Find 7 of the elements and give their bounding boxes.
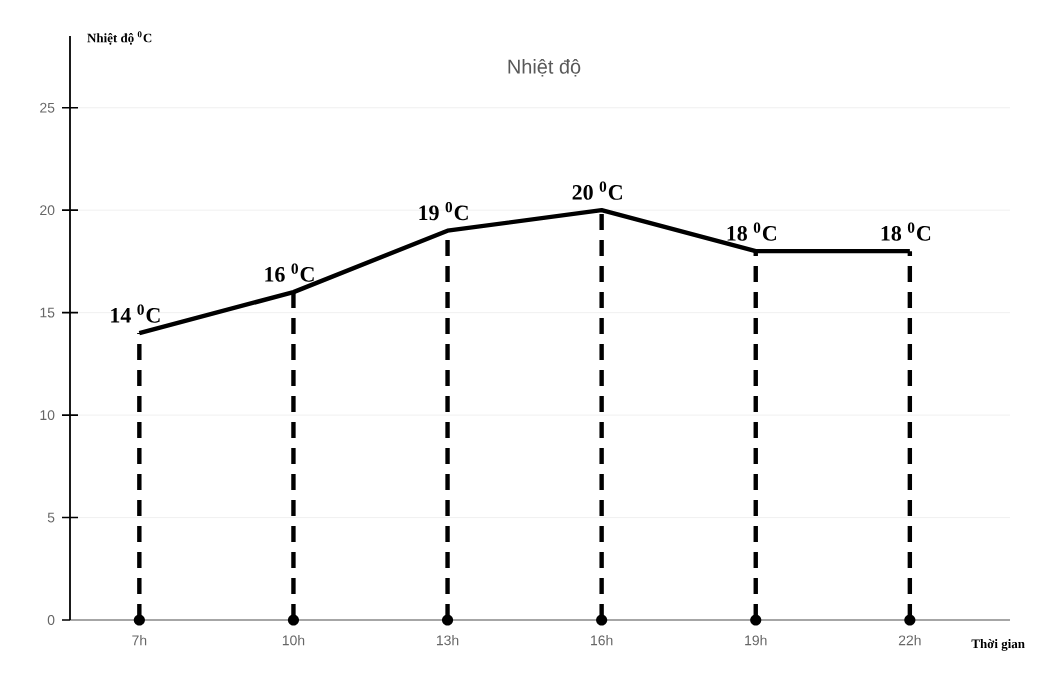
text: Nhiệt độ — [508, 59, 581, 77]
data-label: 20 $^{0}$C — [572, 181, 622, 200]
data-label: 16 $^{0}$C — [265, 263, 314, 282]
data-label: 18 $^{0}$C — [727, 222, 777, 241]
data-label: 19 $^{0}$C — [419, 201, 468, 221]
data-label: 18 $^{0}$C — [881, 222, 931, 241]
data-label: 14 $^{0}$C — [111, 304, 160, 323]
